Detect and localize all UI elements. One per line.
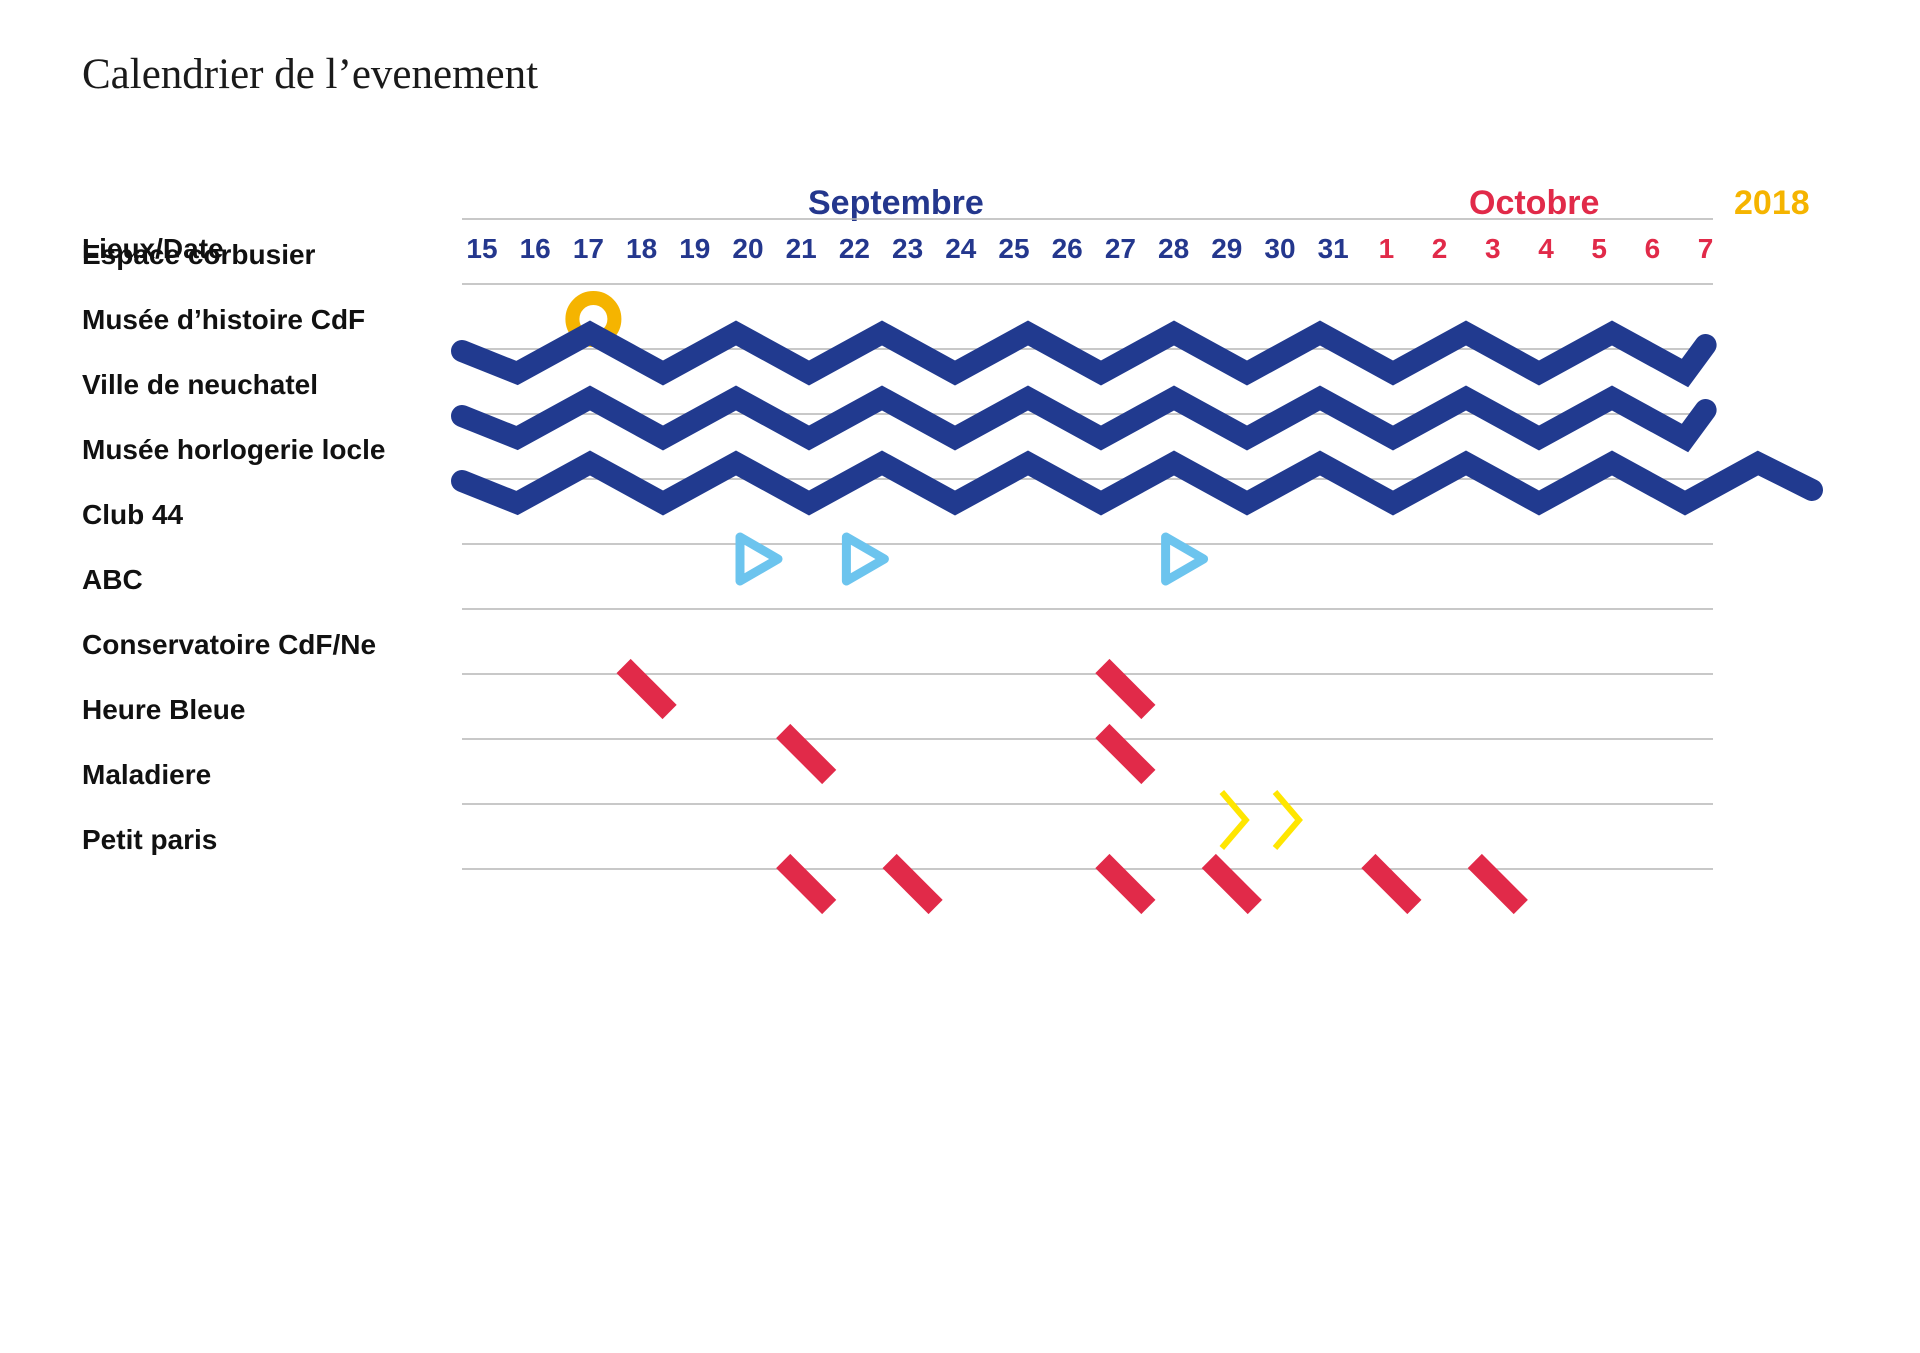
event-slash: [1095, 853, 1156, 915]
zigzag-line: [451, 385, 1717, 453]
event-slash: [1467, 853, 1528, 915]
page-title: Calendrier de l’evenement: [82, 51, 539, 98]
day-header: 19: [679, 233, 711, 264]
venue-label: Ville de neuchatel: [82, 369, 319, 400]
day-header: 29: [1211, 233, 1243, 264]
venue-label: Espace corbusier: [82, 239, 316, 270]
event-chevron: [1272, 790, 1303, 850]
event-slash: [1201, 853, 1262, 915]
day-header: 23: [892, 233, 924, 264]
event-slash: [776, 723, 837, 785]
day-header: 27: [1104, 233, 1136, 264]
header-label: Lieux/Date: [82, 233, 224, 264]
event-slash: [1095, 658, 1156, 720]
month-label-october: Octobre: [1469, 184, 1600, 222]
event-slash: [1095, 723, 1156, 785]
venue-label: Heure Bleue: [82, 694, 246, 725]
venue-label: Club 44: [82, 499, 184, 530]
day-header: 25: [998, 233, 1030, 264]
day-header: 6: [1644, 233, 1661, 264]
day-header: 24: [945, 233, 977, 264]
day-header: 28: [1158, 233, 1190, 264]
event-play: [735, 532, 783, 586]
event-slash: [616, 658, 677, 720]
venue-label: Maladiere: [82, 759, 212, 790]
day-header: 5: [1591, 233, 1607, 264]
venue-label: Conservatoire CdF/Ne: [82, 629, 377, 660]
day-header: 21: [785, 233, 817, 264]
event-slash: [776, 853, 837, 915]
event-chevron: [1219, 790, 1250, 850]
day-header: 22: [838, 233, 870, 264]
day-header: 2: [1431, 233, 1448, 264]
day-header: 15: [466, 233, 498, 264]
day-header: 20: [732, 233, 764, 264]
day-header: 3: [1485, 233, 1501, 264]
event-slash: [882, 853, 943, 915]
day-header: 26: [1051, 233, 1083, 264]
day-header: 7: [1697, 233, 1714, 264]
zigzag-line: [451, 450, 1823, 516]
day-header: 1: [1378, 233, 1395, 264]
event-play: [841, 532, 889, 586]
day-header: 4: [1538, 233, 1554, 264]
venue-label: Petit paris: [82, 824, 218, 855]
day-header: 31: [1317, 233, 1349, 264]
year-label: 2018: [1734, 184, 1810, 222]
venue-label: Musée horlogerie locle: [82, 434, 386, 465]
event-slash: [1361, 853, 1422, 915]
month-label-september: Septembre: [808, 184, 984, 222]
venue-label: ABC: [82, 564, 143, 595]
venue-label: Musée d’histoire CdF: [82, 304, 366, 335]
zigzag-line: [451, 320, 1717, 388]
day-header: 30: [1264, 233, 1296, 264]
day-header: 17: [572, 233, 604, 264]
day-header: 16: [519, 233, 551, 264]
day-header: 18: [626, 233, 658, 264]
event-play: [1161, 532, 1209, 586]
